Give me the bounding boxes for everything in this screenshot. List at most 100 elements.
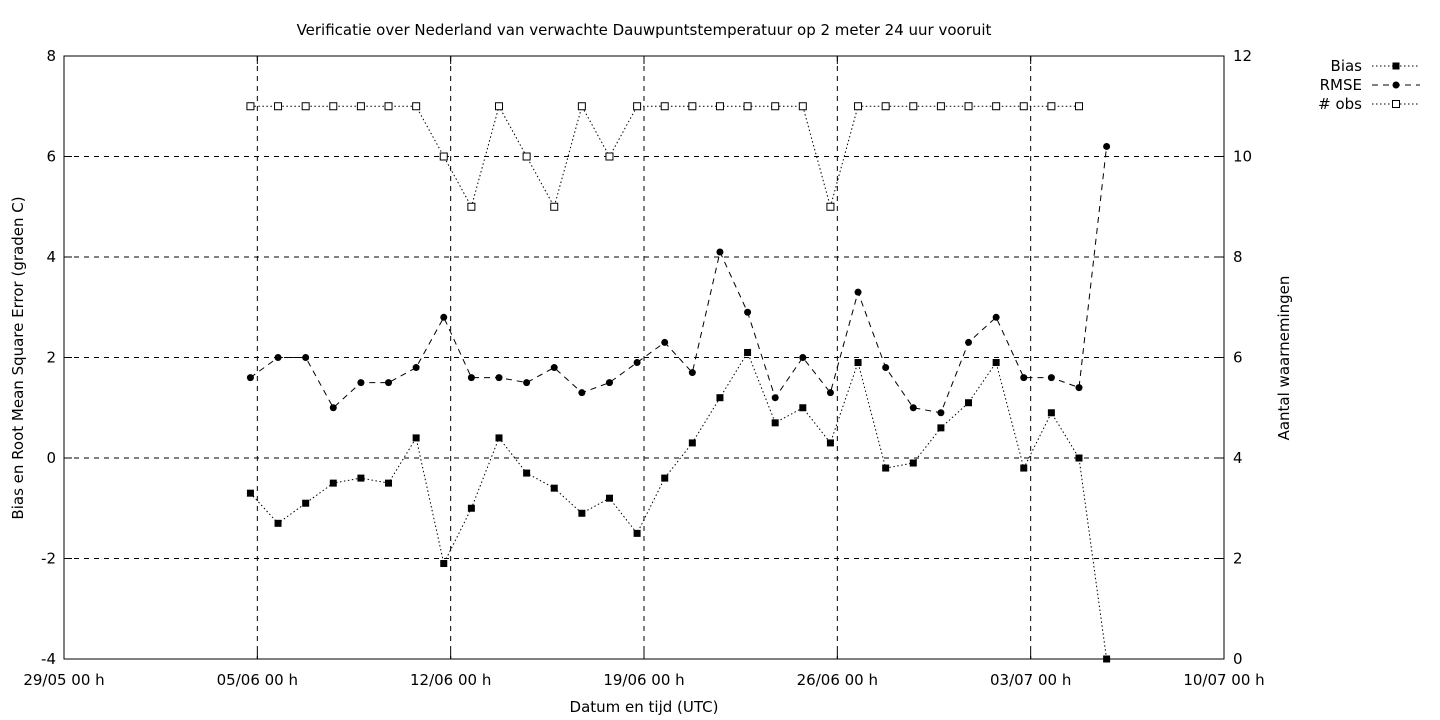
series-rmse	[246, 142, 1111, 417]
point-rmse	[909, 404, 917, 412]
point-rmse	[385, 379, 393, 387]
y2-tick-label: 4	[1233, 449, 1243, 467]
point-obs	[1075, 102, 1083, 111]
x-tick-label: 12/06 00 h	[410, 671, 491, 689]
point-rmse	[688, 369, 696, 377]
point-obs	[274, 102, 283, 111]
point-rmse	[550, 364, 558, 372]
point-rmse	[771, 394, 779, 402]
point-bias	[826, 439, 834, 447]
point-rmse	[1075, 384, 1083, 392]
gridlines	[64, 56, 1224, 659]
point-rmse	[357, 379, 365, 387]
point-obs	[329, 102, 338, 111]
point-rmse	[274, 354, 282, 361]
y-tick-label: -2	[41, 550, 56, 568]
point-bias	[1103, 655, 1111, 663]
point-bias	[467, 504, 475, 512]
point-obs	[495, 102, 503, 111]
point-bias	[1047, 409, 1055, 417]
point-obs	[301, 102, 310, 111]
x-tick-label: 03/07 00 h	[990, 671, 1071, 689]
point-obs	[1047, 102, 1056, 111]
y-tick-label: 2	[46, 349, 56, 367]
point-bias	[992, 359, 1000, 367]
point-bias	[274, 519, 282, 527]
series-layer	[246, 102, 1111, 663]
point-rmse	[882, 364, 890, 372]
point-obs	[881, 102, 890, 111]
point-obs	[605, 152, 614, 161]
point-obs	[439, 152, 448, 161]
point-rmse	[412, 364, 420, 372]
series-line-rmse	[250, 146, 1108, 414]
point-bias	[523, 469, 531, 477]
point-bias	[1075, 454, 1083, 462]
point-obs	[384, 102, 393, 111]
x-tick-label: 29/05 00 h	[23, 671, 104, 689]
point-obs	[467, 202, 476, 211]
point-rmse	[661, 338, 669, 346]
point-obs	[743, 102, 752, 111]
x-tick-label: 19/06 00 h	[603, 671, 684, 689]
legend-marker-obs	[1392, 100, 1400, 108]
point-obs	[798, 102, 807, 111]
chart-title: Verificatie over Nederland van verwachte…	[297, 21, 992, 39]
y2-tick-label: 12	[1233, 47, 1252, 65]
point-obs	[522, 152, 531, 161]
series-line-bias	[250, 351, 1108, 660]
point-rmse	[495, 374, 503, 382]
point-obs	[771, 102, 780, 111]
series-obs	[246, 102, 1083, 211]
legend-marker-rmse	[1392, 81, 1400, 89]
point-bias	[578, 509, 586, 517]
point-rmse	[440, 313, 448, 321]
x-axis-label: Datum en tijd (UTC)	[570, 698, 719, 716]
point-bias	[550, 484, 558, 492]
point-rmse	[605, 379, 613, 387]
point-obs	[992, 102, 1001, 111]
point-bias	[302, 499, 310, 507]
point-rmse	[578, 389, 586, 397]
point-bias	[799, 404, 807, 412]
point-bias	[909, 459, 917, 467]
y-axis-left: -4 -2 0 2 4 6 8	[41, 47, 72, 668]
point-obs	[1019, 102, 1028, 111]
point-bias	[661, 474, 669, 482]
point-bias	[882, 464, 890, 472]
y2-tick-label: 0	[1233, 650, 1243, 668]
point-bias	[771, 419, 779, 427]
point-obs	[826, 202, 835, 211]
point-bias	[605, 494, 613, 502]
point-bias	[854, 359, 862, 367]
point-rmse	[965, 338, 973, 346]
point-rmse	[467, 374, 475, 382]
point-rmse	[716, 248, 724, 256]
point-rmse	[523, 379, 531, 387]
point-rmse	[937, 409, 945, 417]
y-tick-label: 6	[46, 148, 56, 166]
point-rmse	[992, 313, 1000, 321]
point-rmse	[1103, 142, 1111, 150]
point-obs	[633, 102, 642, 111]
point-rmse	[329, 404, 337, 412]
y-tick-label: 0	[46, 449, 56, 467]
legend-marker-bias	[1392, 62, 1400, 70]
y-axis-label: Bias en Root Mean Square Error (graden C…	[9, 196, 27, 519]
legend-label-rmse: RMSE	[1320, 76, 1362, 94]
legend-label-bias: Bias	[1331, 57, 1363, 75]
y-tick-label: 4	[46, 248, 56, 266]
point-obs	[660, 102, 669, 111]
point-obs	[715, 102, 724, 111]
point-bias	[385, 479, 393, 487]
x-axis: 29/05 00 h 05/06 00 h 12/06 00 h 19/06 00 h…	[23, 56, 1265, 689]
point-obs	[577, 102, 586, 111]
point-bias	[246, 489, 254, 497]
point-obs	[246, 102, 255, 111]
point-rmse	[744, 308, 752, 316]
point-bias	[440, 560, 448, 568]
point-bias	[633, 529, 641, 537]
